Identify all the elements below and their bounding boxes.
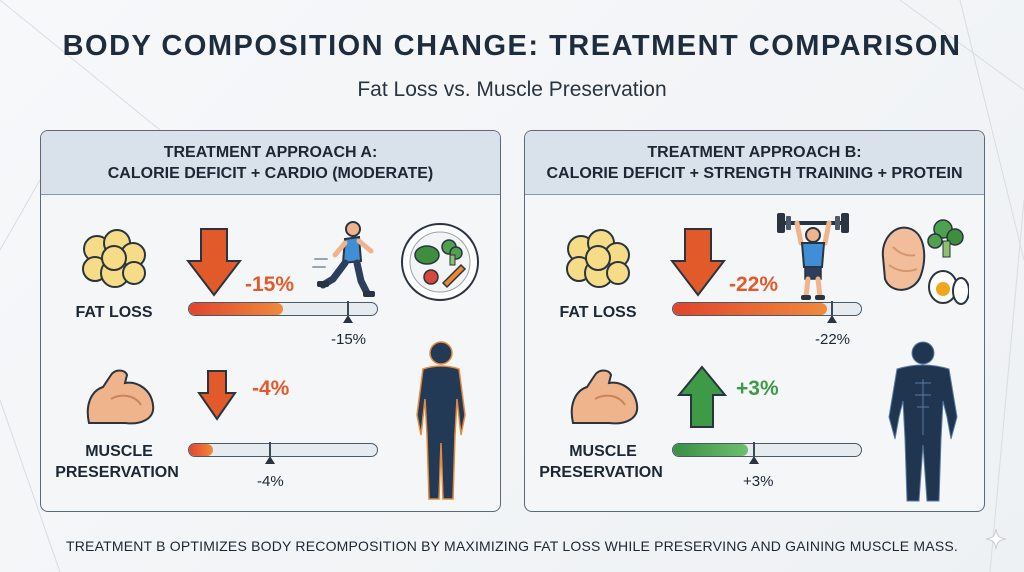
- bicep-icon: [570, 369, 639, 425]
- panel-a-header-line2: CALORIE DEFICIT + CARDIO (MODERATE): [107, 164, 434, 182]
- vegetable-plate-icon: [401, 223, 479, 301]
- increase-arrow-icon: [677, 365, 727, 428]
- fat-loss-bar-label: -22%: [815, 331, 851, 348]
- muscle-bar-label: -4%: [257, 473, 284, 490]
- panel-b-header-line1: TREATMENT APPROACH B:: [647, 143, 862, 161]
- fat-loss-tick: [831, 301, 833, 315]
- muscle-bar-fill: [189, 444, 214, 456]
- protein-food-icon: [881, 219, 969, 305]
- fat-loss-tick: [347, 301, 349, 315]
- muscle-label-line1: MUSCLE: [85, 443, 153, 460]
- muscle-label-line2: PRESERVATION: [539, 464, 663, 481]
- panel-b-header-line2: CALORIE DEFICIT + STRENGTH TRAINING + PR…: [546, 164, 963, 182]
- fat-loss-bar-fill: [189, 303, 283, 315]
- fat-loss-label: FAT LOSS: [559, 304, 637, 321]
- fat-loss-marker-icon: [827, 315, 837, 323]
- fat-loss-change: -22%: [729, 273, 779, 296]
- fat-loss-label: FAT LOSS: [75, 304, 153, 321]
- bicep-icon: [86, 369, 155, 425]
- muscle-bar-fill: [673, 444, 749, 456]
- muscular-body-icon: [888, 341, 958, 502]
- muscle-marker-icon: [265, 456, 275, 464]
- fat-loss-change: -15%: [245, 273, 295, 296]
- fat-loss-bar: [188, 302, 378, 316]
- weightlifter-icon: [777, 213, 849, 300]
- muscle-bar: [672, 443, 862, 457]
- page-title: BODY COMPOSITION CHANGE: TREATMENT COMPA…: [62, 30, 962, 62]
- muscle-label-line2: PRESERVATION: [55, 464, 179, 481]
- fat-loss-bar-fill: [673, 303, 828, 315]
- panel-b-header: TREATMENT APPROACH B: CALORIE DEFICIT + …: [525, 131, 984, 195]
- panel-a-header-line1: TREATMENT APPROACH A:: [163, 143, 378, 161]
- panel-a-header: TREATMENT APPROACH A: CALORIE DEFICIT + …: [41, 131, 500, 195]
- page-subtitle: Fat Loss vs. Muscle Preservation: [357, 78, 667, 101]
- fat-loss-bar-label: -15%: [331, 331, 367, 348]
- muscle-bar: [188, 443, 378, 457]
- treatment-a-panel: TREATMENT APPROACH A: CALORIE DEFICIT + …: [40, 130, 501, 512]
- summary-footer: TREATMENT B OPTIMIZES BODY RECOMPOSITION…: [65, 538, 958, 554]
- runner-icon: [312, 221, 375, 297]
- treatment-b-panel: TREATMENT APPROACH B: CALORIE DEFICIT + …: [524, 130, 985, 512]
- muscle-label-line1: MUSCLE: [569, 443, 637, 460]
- fat-loss-bar: [672, 302, 862, 316]
- fat-cell-icon: [82, 229, 146, 288]
- muscle-decrease-arrow-icon: [197, 370, 237, 421]
- muscle-marker-icon: [749, 456, 759, 464]
- sparkle-icon: [985, 528, 1007, 550]
- muscle-change: -4%: [252, 377, 290, 400]
- muscle-tick: [753, 442, 755, 456]
- muscle-tick: [269, 442, 271, 456]
- fat-loss-marker-icon: [343, 315, 353, 323]
- body-silhouette-icon: [416, 341, 466, 500]
- decrease-arrow-icon: [670, 228, 726, 297]
- muscle-change: +3%: [736, 377, 779, 400]
- fat-cell-icon: [566, 229, 630, 288]
- decrease-arrow-icon: [186, 228, 242, 297]
- muscle-bar-label: +3%: [743, 473, 774, 490]
